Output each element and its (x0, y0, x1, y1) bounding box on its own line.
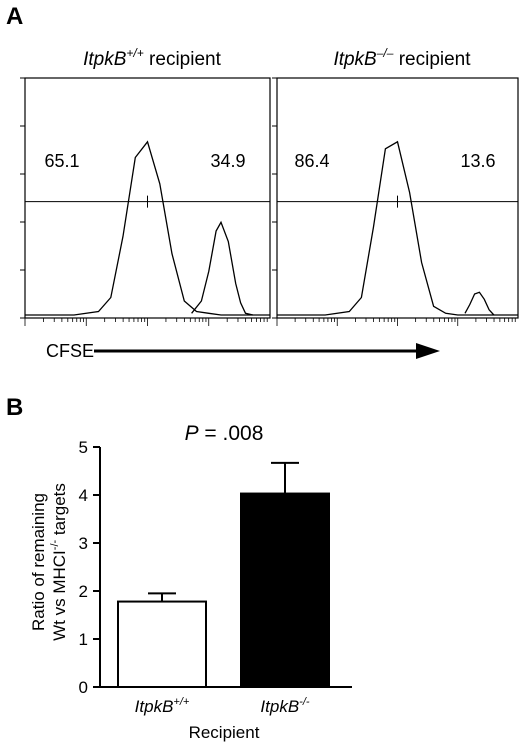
p-value-letter: P (185, 422, 199, 445)
bar-chart: 0 1 2 3 4 5 (79, 438, 352, 697)
bar-2 (240, 492, 330, 688)
bar-ylabel-line2-sup: -/- (49, 539, 61, 550)
plot2-title: ItpkB–/– recipient (333, 46, 471, 70)
histogram-series-2 (191, 220, 254, 316)
bar-y-tick-label: 4 (79, 486, 88, 505)
plot1-title-gene: ItpkB (83, 49, 127, 70)
bar-y-tick-label: 5 (79, 438, 88, 457)
p-value-annotation: P = .008 (185, 422, 264, 445)
cfse-arrow-head (416, 343, 440, 359)
bar-category-1-sup: +/+ (173, 696, 189, 708)
bar-1 (117, 600, 207, 688)
histogram-series-1 (25, 140, 270, 316)
panel-a-label: A (6, 3, 23, 30)
plot2-title-gene: ItpkB (333, 49, 377, 70)
plot1-left-value: 65.1 (44, 151, 79, 171)
bar-ylabel-line2-b: targets (50, 483, 69, 540)
plot1-title: ItpkB+/+ recipient (83, 46, 221, 70)
bar-xlabel: Recipient (189, 723, 260, 742)
bar-y-tick-label: 3 (79, 534, 88, 553)
bar-category-2-gene: ItpkB (260, 697, 299, 716)
plot2-right-value: 13.6 (460, 151, 495, 171)
plot1-right-value: 34.9 (210, 151, 245, 171)
plot1-title-rest: recipient (144, 49, 222, 70)
bar-category-1: ItpkB+/+ (135, 696, 190, 716)
panel-b-label: B (6, 394, 23, 421)
bar-ylabel-line2-a: Wt vs MHCI (50, 550, 69, 641)
plot1-title-sup: +/+ (126, 46, 143, 60)
histogram-series-1 (277, 140, 518, 316)
plot2-left-value: 86.4 (294, 151, 329, 171)
bar-ylabel-line2: Wt vs MHCI-/- targets (49, 483, 69, 641)
plot2-title-rest: recipient (393, 49, 471, 70)
histogram-plot-1 (20, 77, 271, 326)
cfse-axis-label: CFSE (46, 341, 94, 361)
histogram-plot-2 (272, 77, 519, 326)
bar-category-2-sup: -/- (299, 696, 310, 708)
plot2-title-sup: –/– (376, 46, 394, 60)
bar-ylabel: Ratio of remaining Wt vs MHCI-/- targets (29, 483, 69, 641)
bar-category-2: ItpkB-/- (260, 696, 309, 716)
histogram-series-2 (464, 291, 495, 316)
bar-y-tick-label: 2 (79, 582, 88, 601)
p-value-number: = .008 (199, 422, 264, 445)
bar-category-1-gene: ItpkB (135, 697, 174, 716)
bar-y-tick-label: 1 (79, 630, 88, 649)
bar-ylabel-line1: Ratio of remaining (29, 493, 48, 631)
bar-y-tick-label: 0 (79, 678, 88, 697)
